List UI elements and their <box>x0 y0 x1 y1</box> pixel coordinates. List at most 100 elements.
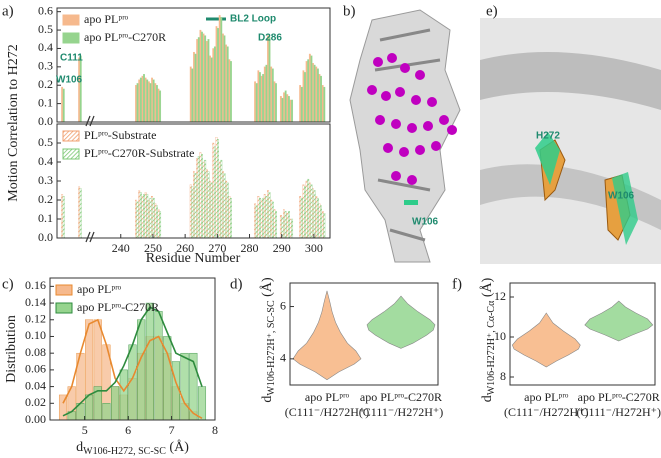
legend-label: apo PLᵖʳᵒ <box>84 12 129 26</box>
bar <box>279 96 282 123</box>
bar <box>159 90 162 123</box>
bar <box>61 194 64 239</box>
x-tick-label: 290 <box>273 241 291 255</box>
bar <box>78 57 81 123</box>
bar <box>259 197 261 239</box>
panel-label: d) <box>230 276 243 292</box>
y-tick-label: 0.00 <box>25 412 46 426</box>
histogram-bar <box>102 403 111 421</box>
panel-label: f) <box>452 276 462 292</box>
bar <box>151 196 153 239</box>
bar <box>201 31 203 123</box>
bar <box>312 63 314 123</box>
y-axis-label: Distribution <box>4 315 19 383</box>
violin <box>584 300 654 342</box>
bar <box>283 92 285 123</box>
category-label: apo PLᵖʳᵒ <box>524 390 569 404</box>
bar <box>263 66 266 123</box>
y-tick-label: 6 <box>280 298 286 312</box>
bar <box>260 199 263 239</box>
y-tick-label: 10 <box>494 329 506 343</box>
label-sub: W106-H272H⁺, SC-SC <box>266 300 277 396</box>
y-tick-label: 0.1 <box>38 211 53 225</box>
bar <box>273 81 276 123</box>
panel-label: e) <box>486 3 498 19</box>
histogram-bar <box>197 386 207 421</box>
bar <box>62 88 65 123</box>
y-tick-label: 0.16 <box>25 278 46 292</box>
plot-frame <box>289 282 439 386</box>
legend-swatch <box>62 14 80 26</box>
y-tick-label: 0.2 <box>38 77 53 91</box>
bar <box>310 55 313 123</box>
bar <box>215 137 218 239</box>
bar <box>62 196 65 239</box>
bar <box>193 51 195 123</box>
bar <box>263 194 266 239</box>
bar <box>286 94 289 123</box>
bar <box>154 203 157 239</box>
y-tick-label: 0.5 <box>38 135 53 149</box>
bar <box>199 29 202 123</box>
bar <box>189 66 192 123</box>
legend-label: apo PLᵖʳᵒ-C270R <box>77 300 159 314</box>
bar <box>320 205 322 239</box>
y-tick-label: 0.6 <box>38 3 53 17</box>
bar <box>289 99 292 123</box>
bar <box>315 66 318 123</box>
bar <box>262 74 265 123</box>
bar <box>307 59 310 123</box>
category-label: (C111⁻/H272H⁺) <box>285 405 369 419</box>
violin <box>366 295 436 349</box>
bar <box>138 79 141 123</box>
bar <box>154 83 157 123</box>
bar <box>302 70 305 123</box>
bar <box>204 159 207 239</box>
legend-label: apo PLᵖʳᵒ <box>77 282 122 296</box>
bar <box>316 197 319 239</box>
bar <box>151 77 153 123</box>
image-annotation: W106 <box>412 217 439 228</box>
y-tick-label: 0.0 <box>38 230 53 244</box>
bar <box>291 99 294 123</box>
bar <box>213 146 216 239</box>
bar <box>149 197 152 239</box>
bar <box>202 33 205 123</box>
bar <box>223 35 226 123</box>
bar <box>209 180 211 239</box>
bar <box>312 188 314 239</box>
bar <box>193 171 195 239</box>
bar <box>147 199 150 239</box>
bar <box>197 37 200 123</box>
plot-frame <box>49 277 216 421</box>
bar <box>228 59 231 123</box>
bar <box>141 196 144 239</box>
bar <box>146 194 149 239</box>
bar <box>307 178 310 239</box>
bar <box>157 209 160 239</box>
bar <box>300 197 303 239</box>
y-axis-label: Motion Correlation to H272 <box>6 44 21 202</box>
y-tick-label: 0.0 <box>38 114 53 128</box>
bar <box>316 68 319 123</box>
legend-swatch <box>62 32 80 44</box>
bar <box>156 205 158 239</box>
bar <box>289 218 292 239</box>
bar <box>318 74 321 123</box>
legend-label: apo PLᵖʳᵒ-C270R <box>84 30 166 44</box>
bar <box>304 186 306 239</box>
bar <box>254 203 257 239</box>
y-tick-label: 0.4 <box>38 154 53 168</box>
bar <box>302 184 305 239</box>
bar <box>323 213 326 239</box>
bar <box>144 77 147 123</box>
bar <box>288 96 290 123</box>
bar <box>215 26 218 123</box>
bar <box>212 48 215 123</box>
bar <box>139 192 142 239</box>
bar <box>262 197 265 239</box>
bar <box>225 44 228 123</box>
legend-swatch <box>55 284 73 296</box>
